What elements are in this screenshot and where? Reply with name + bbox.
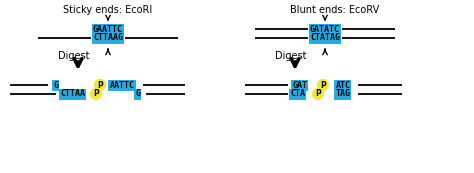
Circle shape bbox=[94, 80, 106, 90]
Text: CTATAG: CTATAG bbox=[310, 34, 340, 43]
Text: CTTAA: CTTAA bbox=[61, 89, 85, 98]
Text: P: P bbox=[320, 80, 326, 89]
Circle shape bbox=[312, 89, 323, 99]
Text: GAT: GAT bbox=[292, 80, 308, 89]
Text: G: G bbox=[136, 89, 140, 98]
Text: ATC: ATC bbox=[336, 80, 350, 89]
Text: Blunt ends: EcoRV: Blunt ends: EcoRV bbox=[291, 5, 380, 15]
Text: GAATTC: GAATTC bbox=[93, 25, 123, 34]
Text: AATTC: AATTC bbox=[109, 80, 135, 89]
Text: TAG: TAG bbox=[336, 89, 350, 98]
Text: Digest: Digest bbox=[58, 51, 90, 61]
Text: CTA: CTA bbox=[291, 89, 306, 98]
Text: Sticky ends: EcoRI: Sticky ends: EcoRI bbox=[64, 5, 153, 15]
Text: CTTAAG: CTTAAG bbox=[93, 34, 123, 43]
Text: P: P bbox=[97, 80, 103, 89]
Text: GATATC: GATATC bbox=[310, 25, 340, 34]
Circle shape bbox=[318, 80, 328, 90]
Text: P: P bbox=[315, 89, 321, 98]
Text: G: G bbox=[54, 80, 58, 89]
Text: P: P bbox=[93, 89, 99, 98]
Circle shape bbox=[91, 89, 101, 99]
Text: Digest: Digest bbox=[275, 51, 307, 61]
